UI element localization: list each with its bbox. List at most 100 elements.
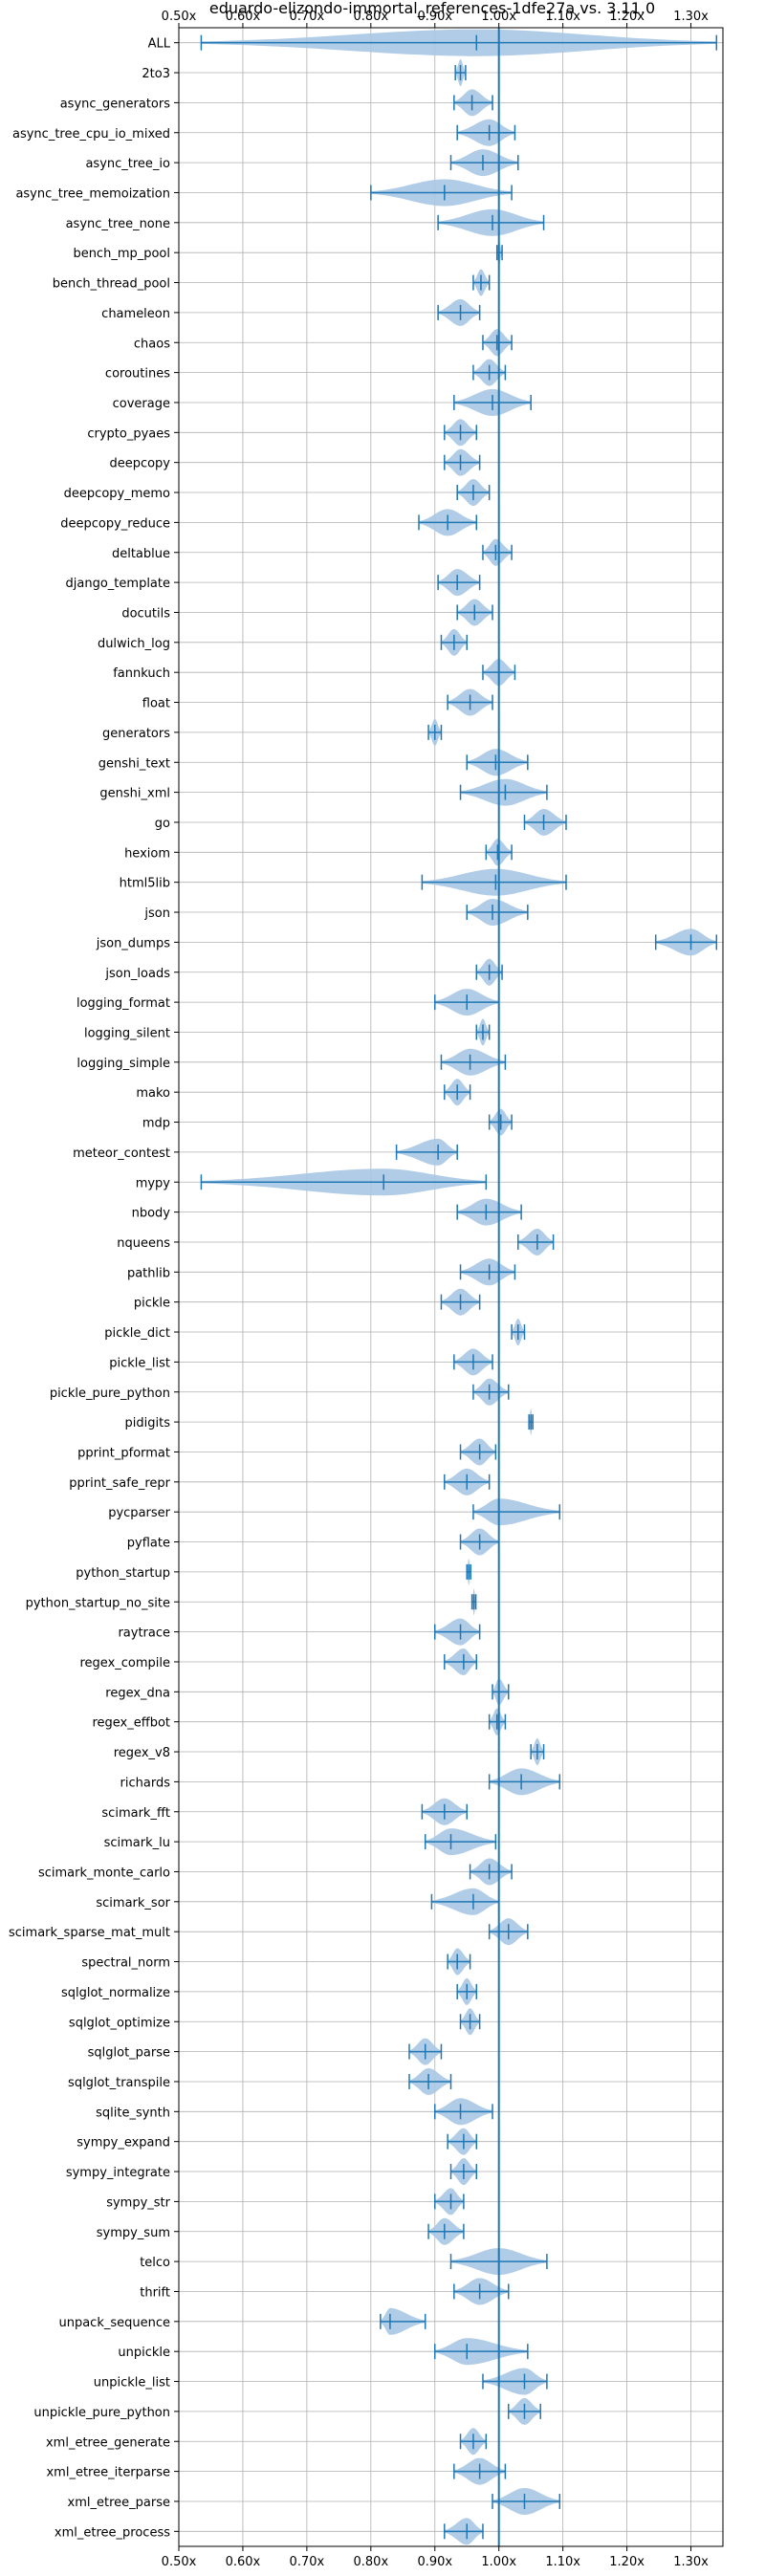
category-label: ALL <box>148 37 171 52</box>
category-label: regex_v8 <box>114 1746 170 1760</box>
category-label: deltablue <box>112 547 170 561</box>
category-label: deepcopy_memo <box>64 487 170 501</box>
category-label: genshi_text <box>98 756 170 771</box>
category-label: regex_compile <box>79 1656 170 1670</box>
category-label: pidigits <box>125 1416 171 1430</box>
category-label: deepcopy_reduce <box>60 516 170 531</box>
category-label: scimark_lu <box>104 1836 170 1850</box>
category-label: json_dumps <box>96 936 170 950</box>
category-label: telco <box>140 2256 170 2270</box>
chart-title: eduardo-elizondo-immortal_references-1df… <box>209 0 655 18</box>
category-label: docutils <box>121 606 170 621</box>
category-label: mdp <box>142 1117 170 1131</box>
category-label: pycparser <box>108 1506 170 1520</box>
category-label: python_startup_no_site <box>26 1596 170 1610</box>
category-label: logging_format <box>76 996 170 1011</box>
x-tick-label-bottom: 1.20x <box>609 2555 645 2569</box>
category-label: 2to3 <box>142 67 170 81</box>
category-label: async_generators <box>60 97 171 111</box>
category-label: mako <box>136 1086 170 1101</box>
category-label: unpickle_pure_python <box>33 2406 170 2420</box>
category-label: meteor_contest <box>73 1146 170 1161</box>
category-label: sqlglot_normalize <box>61 1986 170 2000</box>
x-tick-label-top: 1.30x <box>673 10 709 24</box>
x-tick-label-top: 1.00x <box>481 10 516 24</box>
category-label: pickle_dict <box>104 1326 170 1341</box>
category-label: sqlglot_transpile <box>68 2076 170 2090</box>
violin-layer <box>201 29 717 2545</box>
category-label: scimark_sparse_mat_mult <box>9 1926 170 1940</box>
category-label: go <box>155 817 170 831</box>
category-label: async_tree_io <box>85 157 170 171</box>
category-label: pickle <box>134 1297 170 1311</box>
category-label: python_startup <box>76 1566 170 1581</box>
category-label: dulwich_log <box>98 637 170 651</box>
category-label-layer: ALL 2to3 async_generators async_tree_cpu_io… <box>9 37 171 2541</box>
x-tick-label-bottom: 0.60x <box>226 2555 261 2569</box>
category-label: generators <box>102 727 170 741</box>
x-tick-label-bottom: 1.30x <box>673 2555 709 2569</box>
category-label: genshi_xml <box>99 787 170 801</box>
x-tick-label-top: 0.90x <box>417 10 452 24</box>
x-tick-label-top: 0.50x <box>162 10 197 24</box>
category-label: bench_thread_pool <box>53 277 170 292</box>
x-tick-label-bottom: 0.70x <box>290 2555 325 2569</box>
category-label: json <box>143 906 170 921</box>
x-tick-label-bottom: 0.90x <box>417 2555 452 2569</box>
category-label: sympy_str <box>106 2195 170 2210</box>
category-label: spectral_norm <box>81 1956 170 1971</box>
category-label: xml_etree_process <box>55 2525 170 2540</box>
category-label: async_tree_none <box>66 217 170 231</box>
x-tick-label-top: 1.10x <box>545 10 580 24</box>
category-label: float <box>142 697 170 711</box>
x-tick-label-bottom: 0.80x <box>354 2555 389 2569</box>
category-label: sympy_expand <box>76 2136 170 2150</box>
category-label: django_template <box>66 577 170 591</box>
category-label: chameleon <box>101 307 170 321</box>
plot-frame <box>178 27 724 2547</box>
category-label: logging_silent <box>84 1026 170 1040</box>
category-label: sqlglot_parse <box>88 2046 170 2061</box>
x-tick-label-top: 1.20x <box>609 10 645 24</box>
category-label: scimark_monte_carlo <box>38 1866 170 1880</box>
category-label: json_loads <box>104 967 170 981</box>
x-tick-label-top: 0.70x <box>290 10 325 24</box>
category-label: pyflate <box>127 1537 170 1551</box>
category-label: unpickle_list <box>94 2376 170 2390</box>
x-tick-label-bottom: 1.10x <box>545 2555 580 2569</box>
category-label: unpickle <box>118 2346 170 2360</box>
category-label: nbody <box>132 1207 171 1221</box>
category-label: sympy_sum <box>97 2226 170 2240</box>
category-label: bench_mp_pool <box>73 247 170 261</box>
category-label: async_tree_memoization <box>15 186 170 201</box>
category-label: richards <box>120 1776 171 1790</box>
category-label: chaos <box>134 337 170 351</box>
category-label: logging_simple <box>76 1057 170 1071</box>
category-label: regex_dna <box>105 1686 170 1700</box>
category-label: deepcopy <box>109 457 170 471</box>
category-label: xml_etree_generate <box>46 2435 170 2450</box>
category-label: sympy_integrate <box>66 2166 170 2180</box>
category-label: crypto_pyaes <box>87 426 170 441</box>
category-label: regex_effbot <box>92 1716 170 1731</box>
category-label: sqlglot_optimize <box>69 2016 170 2030</box>
category-label: pprint_safe_repr <box>69 1476 170 1491</box>
x-tick-label-top: 0.80x <box>354 10 389 24</box>
category-label: coverage <box>113 397 170 411</box>
x-tick-label-bottom: 1.00x <box>481 2555 516 2569</box>
category-label: coroutines <box>105 367 170 382</box>
category-label: raytrace <box>118 1626 170 1641</box>
category-label: mypy <box>136 1176 171 1190</box>
category-label: thrift <box>140 2285 170 2300</box>
category-label: nqueens <box>117 1236 170 1251</box>
category-label: xml_etree_parse <box>68 2496 170 2510</box>
category-label: xml_etree_iterparse <box>46 2466 170 2480</box>
category-label: sqlite_synth <box>96 2106 170 2120</box>
category-label: scimark_sor <box>96 1896 170 1910</box>
x-tick-label-top: 0.60x <box>226 10 261 24</box>
category-label: fannkuch <box>113 666 170 681</box>
category-label: async_tree_cpu_io_mixed <box>12 127 170 142</box>
category-label: pprint_pformat <box>77 1446 170 1460</box>
